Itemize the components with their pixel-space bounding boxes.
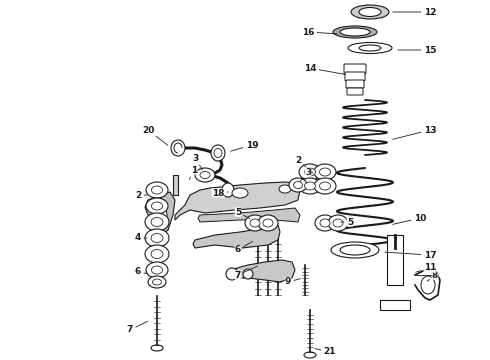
- FancyBboxPatch shape: [346, 80, 364, 88]
- Text: 2: 2: [295, 156, 313, 173]
- Ellipse shape: [195, 168, 215, 182]
- Text: 8: 8: [427, 270, 438, 281]
- Text: 14: 14: [304, 63, 345, 75]
- Text: 3: 3: [300, 167, 311, 182]
- Polygon shape: [380, 300, 410, 310]
- Ellipse shape: [333, 219, 343, 227]
- Ellipse shape: [171, 140, 185, 156]
- FancyBboxPatch shape: [345, 72, 365, 81]
- Text: 9: 9: [285, 278, 300, 287]
- Text: 20: 20: [142, 126, 168, 145]
- Bar: [387, 235, 403, 285]
- Ellipse shape: [151, 345, 163, 351]
- Ellipse shape: [146, 262, 168, 278]
- Text: 18: 18: [212, 189, 228, 198]
- Ellipse shape: [319, 168, 330, 176]
- Ellipse shape: [146, 198, 168, 214]
- Text: 17: 17: [385, 251, 436, 260]
- Polygon shape: [198, 208, 300, 222]
- Ellipse shape: [359, 8, 381, 17]
- Polygon shape: [175, 182, 300, 220]
- Text: 5: 5: [341, 217, 353, 226]
- Ellipse shape: [331, 242, 379, 258]
- Ellipse shape: [151, 217, 163, 226]
- Ellipse shape: [145, 245, 169, 263]
- Ellipse shape: [232, 188, 248, 198]
- Ellipse shape: [151, 234, 163, 243]
- Text: 6: 6: [135, 267, 147, 276]
- Ellipse shape: [304, 182, 316, 190]
- Ellipse shape: [222, 183, 234, 197]
- Ellipse shape: [145, 213, 169, 231]
- Ellipse shape: [299, 178, 321, 194]
- Ellipse shape: [211, 145, 225, 161]
- Ellipse shape: [151, 249, 163, 258]
- Text: 21: 21: [315, 347, 336, 356]
- Ellipse shape: [243, 269, 253, 279]
- Ellipse shape: [148, 276, 166, 288]
- Text: 10: 10: [392, 213, 426, 224]
- Polygon shape: [193, 225, 280, 248]
- Text: 3: 3: [192, 153, 202, 170]
- Ellipse shape: [226, 268, 238, 280]
- Polygon shape: [145, 192, 175, 235]
- Text: 1: 1: [189, 166, 197, 180]
- Ellipse shape: [146, 182, 168, 198]
- Ellipse shape: [333, 26, 377, 38]
- Ellipse shape: [263, 219, 273, 227]
- Text: 5: 5: [235, 207, 249, 219]
- Text: 13: 13: [392, 126, 436, 139]
- Ellipse shape: [340, 28, 370, 36]
- Text: 7: 7: [127, 321, 147, 334]
- Text: 6: 6: [235, 242, 253, 255]
- Ellipse shape: [299, 164, 321, 180]
- Ellipse shape: [348, 42, 392, 54]
- Text: 12: 12: [393, 8, 436, 17]
- Ellipse shape: [145, 229, 169, 247]
- Ellipse shape: [245, 215, 265, 231]
- Text: 7: 7: [235, 266, 257, 279]
- Ellipse shape: [258, 215, 278, 231]
- Ellipse shape: [151, 202, 163, 210]
- Polygon shape: [173, 175, 178, 195]
- FancyBboxPatch shape: [347, 88, 363, 95]
- Ellipse shape: [151, 186, 163, 194]
- Text: 15: 15: [398, 45, 436, 54]
- Text: 19: 19: [231, 140, 258, 151]
- Ellipse shape: [314, 178, 336, 194]
- Ellipse shape: [315, 215, 335, 231]
- Ellipse shape: [153, 205, 167, 225]
- Ellipse shape: [319, 182, 330, 190]
- Ellipse shape: [328, 215, 348, 231]
- Ellipse shape: [279, 185, 291, 193]
- Ellipse shape: [340, 245, 370, 255]
- Ellipse shape: [214, 149, 222, 158]
- FancyBboxPatch shape: [344, 64, 366, 74]
- Ellipse shape: [304, 168, 316, 176]
- Ellipse shape: [250, 219, 260, 227]
- Ellipse shape: [351, 5, 389, 19]
- Ellipse shape: [294, 181, 302, 189]
- Ellipse shape: [151, 266, 163, 274]
- Ellipse shape: [314, 164, 336, 180]
- Ellipse shape: [289, 178, 307, 192]
- Text: 4: 4: [135, 234, 147, 243]
- Text: 11: 11: [416, 264, 436, 273]
- Text: 16: 16: [302, 27, 337, 36]
- Ellipse shape: [320, 219, 330, 227]
- Ellipse shape: [152, 279, 162, 285]
- Ellipse shape: [421, 276, 435, 294]
- Ellipse shape: [304, 352, 316, 358]
- Ellipse shape: [200, 171, 210, 179]
- Text: 2: 2: [135, 190, 147, 199]
- Ellipse shape: [359, 45, 381, 51]
- Polygon shape: [228, 260, 295, 282]
